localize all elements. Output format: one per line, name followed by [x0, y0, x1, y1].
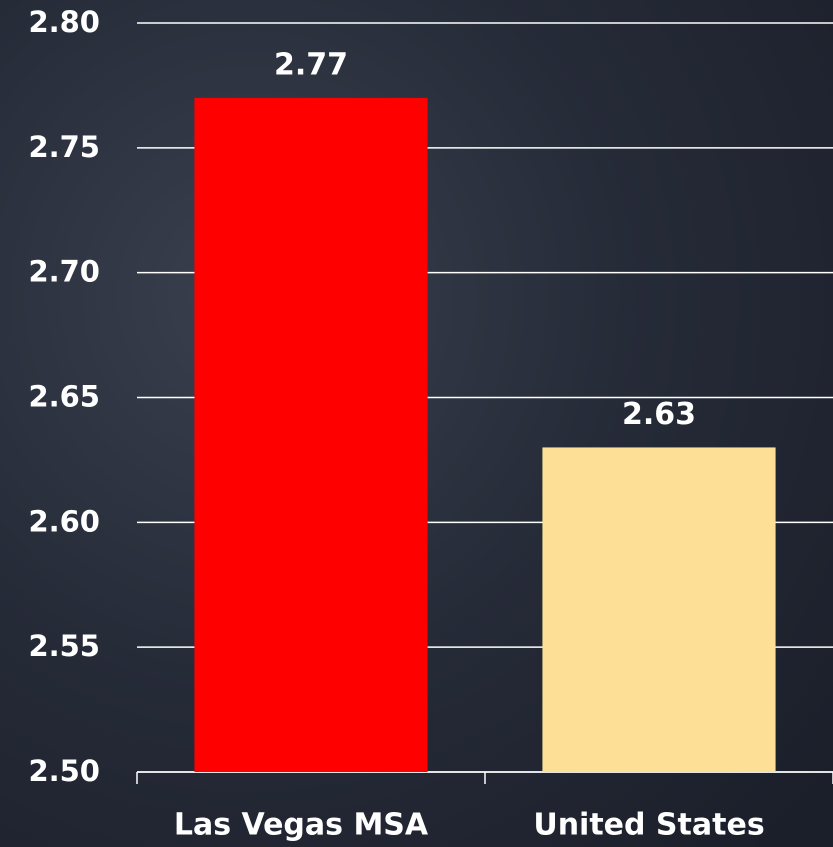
x-tick-label: Las Vegas MSA	[174, 808, 429, 843]
y-tick-label: 2.50	[28, 754, 100, 788]
y-tick-label: 2.55	[28, 629, 100, 663]
y-tick-label: 2.80	[28, 5, 100, 39]
value-label: 2.77	[274, 47, 348, 82]
page: {"chart_data": {"type": "bar", "categori…	[0, 0, 833, 847]
y-tick-label: 2.70	[28, 255, 100, 289]
value-label: 2.63	[622, 397, 696, 432]
bar	[194, 98, 427, 772]
chart: 2.50 2.55 2.60 2.65 2.70 2.75 2.80 Las Vegas MS…	[0, 0, 833, 847]
bar	[542, 447, 775, 772]
y-tick-label: 2.75	[28, 130, 100, 164]
y-tick-label: 2.65	[28, 380, 100, 414]
y-tick-label: 2.60	[28, 504, 100, 538]
x-tick-label: United States	[533, 808, 764, 843]
